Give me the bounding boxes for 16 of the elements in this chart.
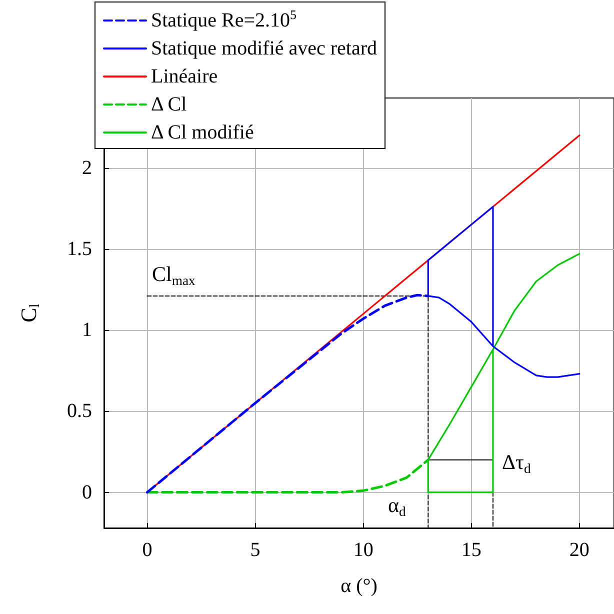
y-tick-label: 0 — [82, 481, 92, 504]
x-tick-label: 5 — [250, 539, 260, 561]
x-axis-title: α (°) — [340, 575, 378, 597]
y-tick-label: 0.5 — [67, 400, 92, 422]
y-tick-label: 1 — [82, 319, 92, 342]
y-tick-label: 2 — [82, 156, 92, 179]
legend-label: Δ Cl — [151, 94, 188, 116]
legend-label: Δ Cl modifié — [151, 122, 254, 144]
x-tick-label: 15 — [461, 539, 482, 561]
x-tick-label: 20 — [569, 539, 590, 561]
x-tick-label: 10 — [353, 539, 374, 561]
legend-label: Linéaire — [151, 66, 218, 88]
x-tick-label: 0 — [142, 539, 152, 561]
legend-label: Statique modifié avec retard — [151, 38, 378, 60]
y-axis-title: Cl — [16, 304, 43, 322]
y-tick-label: 1.5 — [67, 238, 92, 260]
